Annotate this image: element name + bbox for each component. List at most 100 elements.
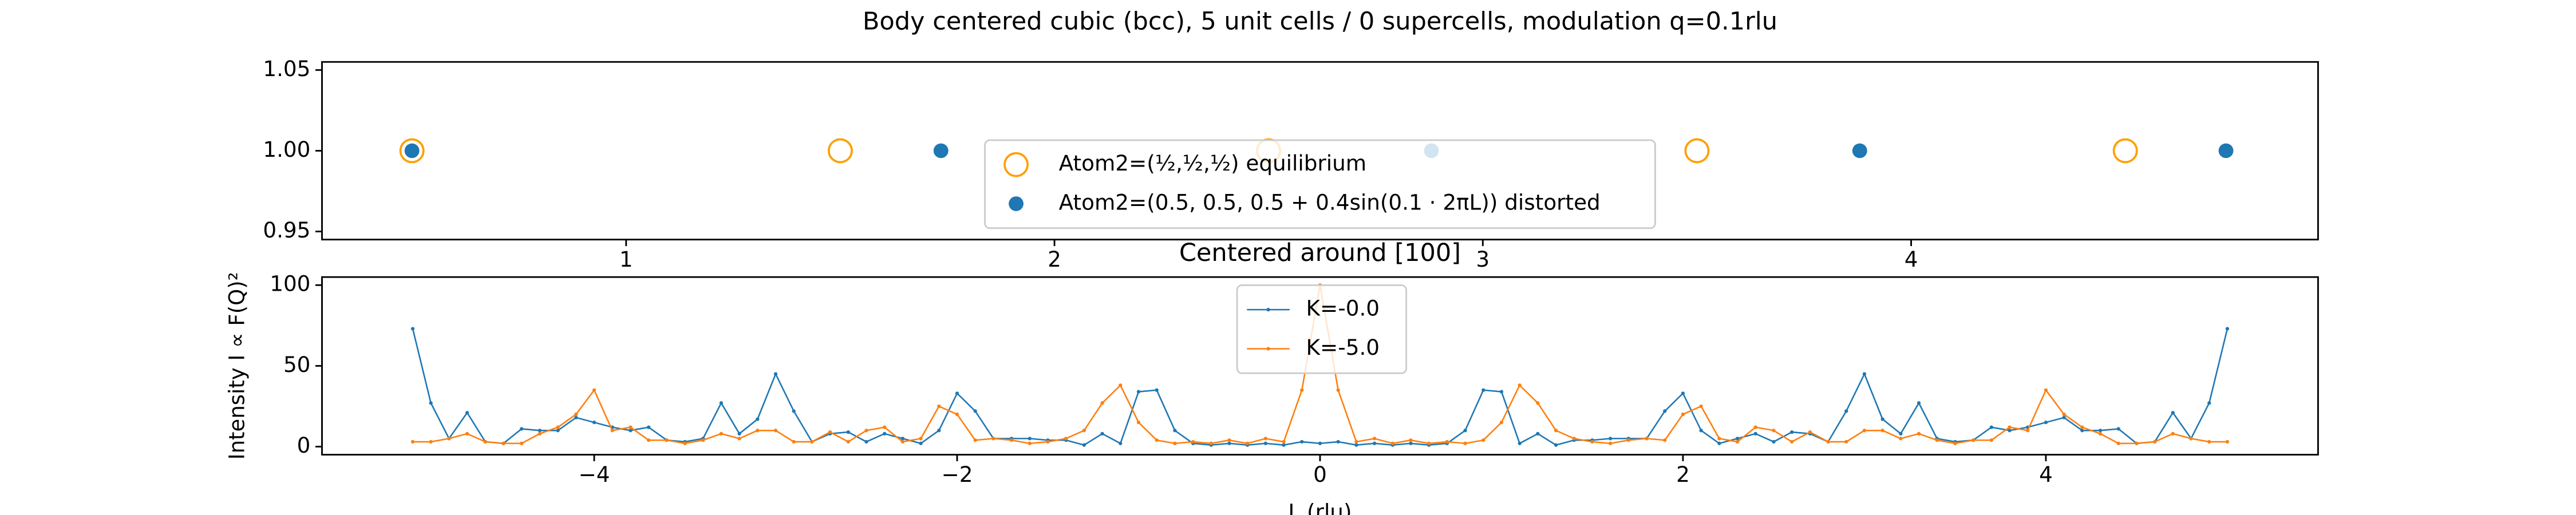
legend-marker [1003, 152, 1029, 177]
line-point [1028, 441, 1032, 445]
line-point [1282, 439, 1286, 444]
line-point [1808, 430, 1812, 434]
line-point [719, 431, 724, 436]
line-point [737, 437, 741, 441]
line-point [1173, 429, 1177, 433]
line-point [629, 425, 633, 429]
legend-label: Atom2=(0.5, 0.5, 0.5 + 0.4sin(0.1 · 2πL)… [1059, 191, 1601, 215]
line-point [2098, 431, 2103, 436]
line-point [1409, 441, 1413, 445]
line-point [2225, 439, 2230, 444]
line-point [883, 425, 887, 429]
line-point [520, 427, 524, 431]
line-point [1953, 441, 1957, 445]
line-point [773, 372, 778, 376]
line-point [1119, 441, 1123, 445]
line-point [864, 429, 868, 433]
line-point [792, 439, 796, 444]
line-point [646, 438, 651, 442]
line-point [955, 412, 959, 417]
line-point [1100, 431, 1104, 436]
line-point [1844, 409, 1848, 413]
line-point [1481, 438, 1485, 442]
scatter-point [1684, 138, 1710, 164]
legend-label: K=-0.0 [1306, 296, 1380, 321]
line-point [810, 439, 814, 444]
line-point [410, 327, 415, 331]
line-point [955, 391, 959, 395]
line-point [1282, 443, 1286, 447]
line-point [1772, 439, 1776, 444]
line-point [1390, 441, 1394, 445]
line-point [538, 431, 542, 436]
line-point [1971, 438, 1976, 442]
line-point [501, 441, 505, 445]
line-point [1681, 412, 1685, 417]
line-point [1318, 441, 1322, 445]
line-point [1536, 401, 1540, 405]
line-point [2171, 431, 2175, 436]
line-point [629, 429, 633, 433]
line-point [2152, 439, 2157, 444]
line-point [919, 437, 923, 441]
line-point [1663, 438, 1667, 442]
line-point [1082, 429, 1086, 433]
line-point [973, 438, 977, 442]
line-point [1136, 421, 1141, 425]
line-point [646, 425, 651, 429]
line-point [2225, 327, 2230, 331]
line-point [1173, 441, 1177, 445]
line-point [756, 429, 760, 433]
line-point [1899, 431, 1903, 436]
y-axis-label: Intensity I ∝ F(Q)² [225, 272, 250, 459]
line-point [1917, 401, 1921, 405]
line-point [1372, 441, 1377, 445]
line-point [1336, 388, 1340, 392]
legend-box [984, 139, 1656, 229]
chart-title: Body centered cubic (bcc), 5 unit cells … [863, 7, 1777, 35]
scatter-point [827, 138, 853, 164]
legend-label: K=-5.0 [1306, 335, 1380, 360]
legend-box [1236, 284, 1408, 374]
line-point [1427, 441, 1431, 445]
line-point [1663, 409, 1667, 413]
line-point [1354, 443, 1358, 447]
line-point [1789, 430, 1794, 434]
line-point [1155, 438, 1159, 442]
line-point [2116, 441, 2120, 445]
line-point [846, 430, 850, 434]
line-point [2207, 401, 2211, 405]
line-point [1064, 437, 1068, 441]
line-point [1263, 441, 1268, 445]
line-point [846, 439, 850, 444]
line-point [1880, 429, 1884, 433]
line-point [410, 439, 415, 444]
scatter-point [404, 143, 420, 159]
line-point [429, 401, 433, 405]
line-point [683, 441, 687, 445]
scatter-point [933, 143, 949, 159]
line-point [792, 409, 796, 413]
line-point [1844, 439, 1848, 444]
line-point [1826, 439, 1830, 444]
x-tick-label: 4 [1905, 247, 1918, 272]
line-point [1445, 439, 1449, 444]
line-point [1699, 429, 1703, 433]
line-point [610, 429, 614, 433]
x-tick-label: −2 [941, 462, 973, 487]
line-point [465, 431, 469, 436]
line-point [1554, 443, 1558, 447]
line-point [1082, 443, 1086, 447]
line-point [1463, 441, 1467, 445]
line-point [883, 431, 887, 436]
line-point [1227, 441, 1231, 445]
line-point [1009, 438, 1014, 442]
line-point [1735, 439, 1740, 444]
line-point [1572, 437, 1576, 441]
legend-marker [1266, 347, 1270, 351]
line-point [538, 429, 542, 433]
line-point [1935, 438, 1939, 442]
line-point [1645, 437, 1649, 441]
y-tick-label: 50 [283, 352, 310, 377]
line-point [937, 404, 941, 409]
